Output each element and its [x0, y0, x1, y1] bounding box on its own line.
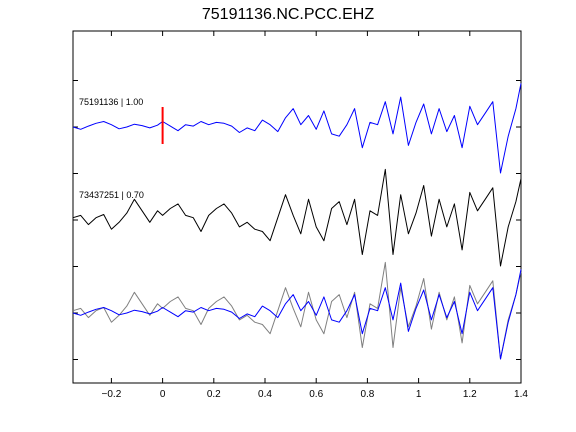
- trace-line-3: [72, 269, 522, 360]
- trace-line-2: [72, 261, 522, 360]
- x-tick-label: −0.2: [102, 389, 122, 400]
- x-tick-label: 0: [160, 389, 166, 400]
- trace-labels: 75191136 | 1.00 73437251 | 0.70: [79, 97, 144, 200]
- trace-label-1: 73437251 | 0.70: [79, 190, 144, 200]
- x-tick-label: 0.2: [207, 389, 221, 400]
- x-axis: −0.2 0 0.2 0.4 0.6 0.8 1 1.2 1.4: [102, 31, 528, 400]
- x-tick-label: 0.4: [258, 389, 272, 400]
- trace-line-0: [72, 83, 522, 174]
- traces: [72, 83, 522, 360]
- x-tick-label: 0.6: [309, 389, 323, 400]
- trace-label-0: 75191136 | 1.00: [79, 97, 143, 107]
- x-tick-label: 1: [416, 389, 422, 400]
- plot-frame: [72, 30, 522, 384]
- chart-title: 75191136.NC.PCC.EHZ: [201, 6, 375, 23]
- trace-line-1: [72, 168, 522, 267]
- x-tick-label: 0.8: [360, 389, 374, 400]
- x-tick-label: 1.4: [514, 389, 528, 400]
- x-tick-label: 1.2: [463, 389, 477, 400]
